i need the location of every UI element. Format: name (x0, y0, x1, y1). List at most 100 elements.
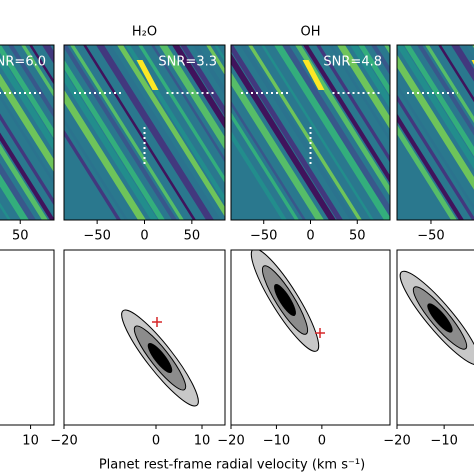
contour-band (417, 45, 474, 136)
contour-band (214, 45, 225, 63)
contour-band (0, 45, 54, 139)
panel (397, 45, 474, 220)
x-tick-label: 50 (349, 229, 366, 244)
contour-band (64, 70, 158, 220)
contour-band (180, 45, 225, 117)
contour-band (231, 45, 343, 220)
contour-band (0, 173, 29, 220)
contour-band (303, 45, 390, 184)
panel (397, 250, 474, 425)
contour-band (397, 83, 474, 211)
panel-frame (63, 249, 226, 426)
contour-band (248, 45, 362, 220)
contour-band (371, 45, 390, 76)
panel-frame (0, 249, 55, 426)
x-tick-label: −50 (417, 229, 444, 244)
snr-label: SNR=4.8 (323, 55, 382, 70)
x-tick-label: 50 (184, 229, 201, 244)
panel-title: H₂O (132, 25, 157, 40)
contour-band (0, 143, 48, 220)
x-axis-label: Planet rest-frame radial velocity (km s⁻… (99, 458, 365, 473)
contour-band (384, 45, 390, 55)
contour-band (274, 45, 390, 220)
snr-label: SNR=3.3 (158, 55, 217, 70)
x-tick-label: −10 (430, 434, 457, 449)
contour-band (83, 45, 196, 220)
panel (231, 45, 390, 220)
signal-peak (302, 60, 325, 90)
contour-band (316, 45, 390, 163)
contour-band (117, 45, 225, 217)
contour-band (451, 45, 474, 82)
x-tick-label: 10 (22, 434, 39, 449)
signal-peak (136, 60, 159, 90)
contour-band (96, 45, 214, 220)
contour-band (425, 45, 474, 123)
contour-band (138, 45, 225, 184)
contour-band (0, 94, 54, 185)
contour-band (64, 89, 146, 220)
contour-band (404, 45, 474, 157)
panel (231, 250, 390, 425)
contour-band (64, 118, 128, 220)
contour-band (21, 45, 54, 98)
contour-band (206, 45, 225, 76)
panel-frame (396, 249, 474, 426)
panel-frame (230, 249, 391, 426)
contour-band (231, 72, 324, 220)
credible-region (427, 303, 453, 333)
contour-band (64, 45, 177, 220)
x-tick-label: 0 (140, 229, 148, 244)
contour-band (64, 59, 165, 220)
x-tick-label: −20 (50, 434, 77, 449)
x-tick-label: 0 (306, 229, 314, 244)
panel (64, 250, 225, 425)
contour-band (159, 45, 225, 150)
contour-band (231, 111, 299, 220)
panel (0, 250, 54, 425)
contour-band (231, 52, 336, 220)
contour-band (358, 45, 390, 96)
panel (0, 45, 54, 220)
contour-band (0, 54, 54, 152)
credible-region (147, 342, 173, 374)
contour-band (282, 45, 390, 217)
contour-band (397, 54, 474, 190)
panel-frame (0, 44, 55, 221)
panel-background (0, 250, 54, 425)
contour-band (42, 45, 54, 65)
contour-band (50, 45, 54, 52)
contour-band (0, 113, 54, 206)
x-tick-label: 0 (152, 434, 160, 449)
contour-band (397, 113, 464, 220)
contour-band (397, 45, 474, 170)
x-tick-label: −20 (383, 434, 410, 449)
contour-band (438, 45, 474, 103)
x-tick-label: −10 (263, 434, 290, 449)
x-tick-label: 0 (318, 434, 326, 449)
contour-band (8, 45, 54, 119)
contour-band (337, 45, 390, 130)
contour-band (0, 202, 11, 220)
contour-band (240, 45, 355, 220)
contour-band (0, 132, 54, 220)
contour-band (397, 94, 474, 220)
contour-band (172, 45, 225, 130)
x-tick-label: −50 (250, 229, 277, 244)
contour-band (104, 45, 221, 220)
panel (64, 45, 225, 220)
contour-band (261, 45, 374, 220)
contour-band (64, 129, 121, 220)
x-tick-label: −20 (217, 434, 244, 449)
panel-frame (396, 44, 474, 221)
x-tick-label: 50 (12, 229, 29, 244)
contour-band (193, 45, 225, 96)
contour-band (397, 124, 457, 220)
contour-band (350, 45, 390, 109)
contour-band (125, 45, 225, 205)
contour-band (459, 45, 474, 69)
contour-band (0, 162, 36, 220)
x-tick-label: 10 (194, 434, 211, 449)
panel-title: OH (300, 25, 320, 40)
